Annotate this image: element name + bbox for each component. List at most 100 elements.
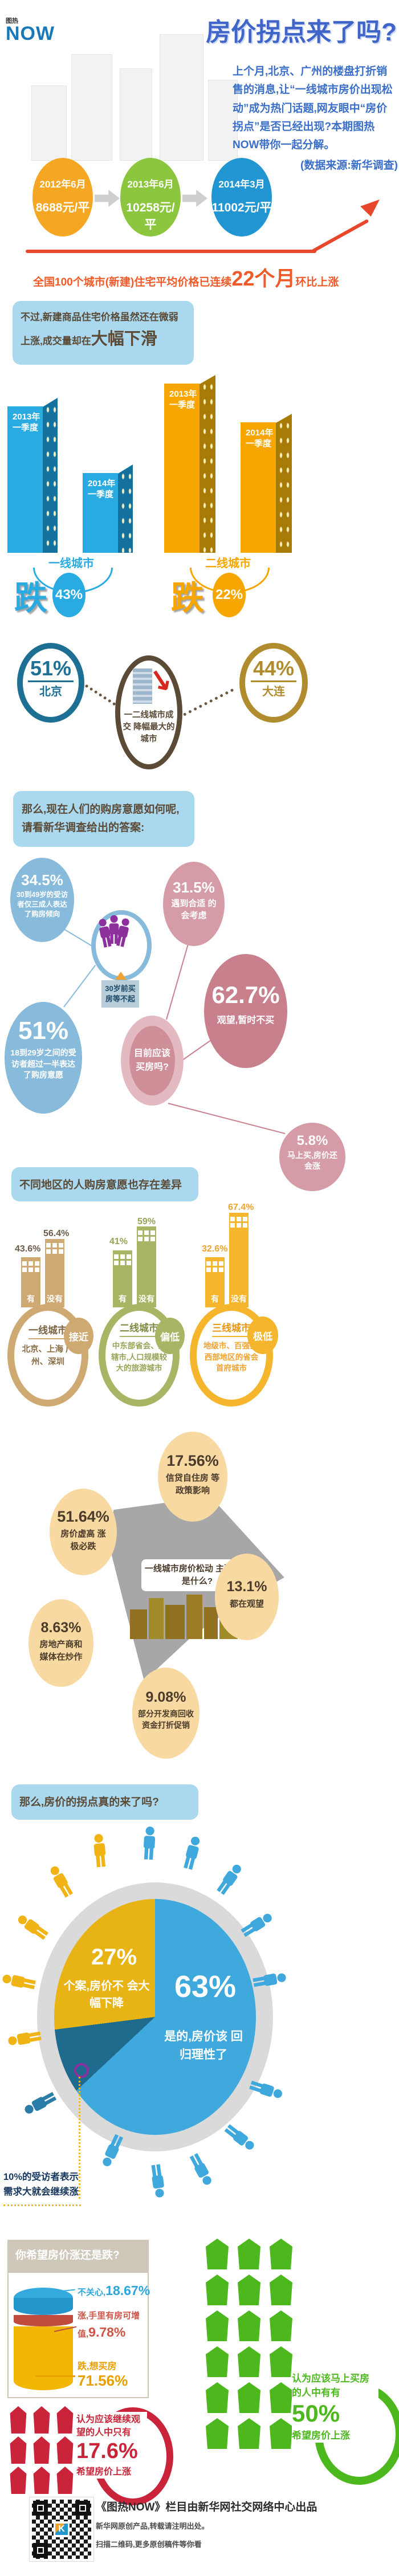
observe-note: 认为应该继续观望的人中只有 17.6% 希望房价上涨 — [76, 2412, 147, 2479]
drop-cities-ring: ↘ 一二线城市成交 降幅最大的城市 — [115, 655, 182, 769]
pie-no-text: 个案,房价不 会大幅下降 — [63, 1980, 150, 2010]
house-icon — [33, 2406, 50, 2434]
house-icon — [238, 2310, 260, 2341]
beijing-percent: 51% — [27, 657, 74, 682]
person-icon — [140, 1826, 159, 1860]
tier1-no-percent: 56.4% — [43, 1229, 70, 1238]
tier1-badge: 接近 — [64, 1318, 93, 1354]
timeline-price: 10258元/平 — [126, 201, 175, 231]
house-icon — [270, 2239, 292, 2269]
person-icon — [90, 1833, 110, 1868]
legend-value: 18.67% — [105, 2283, 150, 2298]
reason-text: 房价虚高 涨极必跌 — [60, 1529, 106, 1551]
house-icon — [206, 2418, 229, 2449]
qr-code: K — [29, 2497, 94, 2562]
logo-top-label: 图热 — [6, 18, 18, 25]
cylinder-yellow-body — [14, 2326, 73, 2390]
reason-131: 13.1% 都在观望 — [215, 1554, 279, 1640]
bubble-percent: 31.5% — [173, 879, 215, 896]
drop-cities-note: 一二线城市成交 降幅最大的城市 — [123, 711, 175, 744]
tier1-yes-percent: 43.6% — [15, 1244, 41, 1254]
slice-marker-icon — [74, 2063, 89, 2078]
price-circle-2012: 2012年6月 8688元/平 — [32, 158, 93, 237]
legend-label: 涨,手里有房可增值, — [78, 2311, 140, 2339]
dotted-connector — [182, 688, 234, 716]
trend-line — [26, 250, 316, 253]
price-circle-2013: 2013年6月 10258元/平 — [120, 158, 181, 237]
person-icon — [14, 1910, 51, 1943]
timeline-date: 2012年6月 — [39, 179, 86, 190]
down-arrow-icon: ↘ — [144, 662, 176, 700]
tier3-yes-bar: 有 — [205, 1257, 225, 1307]
timeline-date: 2014年3月 — [218, 179, 265, 190]
bar-label: 2014年一季度 — [88, 479, 116, 499]
tier3-yes-percent: 32.6% — [202, 1244, 228, 1254]
no-label: 没有 — [47, 1294, 63, 1303]
house-icon — [238, 2275, 260, 2305]
tier2-no-bar: 没有 — [137, 1226, 156, 1307]
reason-percent: 51.64% — [57, 1508, 109, 1525]
yes-label: 有 — [27, 1294, 35, 1303]
reason-863: 8.63% 房地产商和 媒体在炒作 — [28, 1599, 93, 1687]
windows-icon — [21, 1261, 40, 1272]
volume-lead: 不过,新建商品住宅价格虽然还在微弱上涨,成交量却在 — [21, 312, 178, 347]
rise-note-suffix: 环比上涨 — [295, 276, 339, 288]
person-icon — [7, 2027, 42, 2050]
tier1-name: 一线城市 — [28, 1322, 67, 1339]
bubble-text: 马上买,房价还会涨 — [287, 1151, 337, 1171]
windows-icon — [205, 1261, 225, 1272]
person-icon — [180, 1835, 205, 1871]
tier2-badge: 偏低 — [155, 1318, 185, 1354]
person-icon — [147, 2163, 169, 2199]
house-icon — [238, 2382, 260, 2413]
windows-icon — [137, 1230, 156, 1241]
timeline-date: 2013年6月 — [127, 179, 174, 190]
arrow-right-icon — [95, 189, 120, 207]
volume-lead-big: 大幅下滑 — [91, 330, 157, 349]
yes-label: 有 — [119, 1294, 127, 1303]
bar-2014-tier1: 2014年一季度 — [83, 473, 118, 553]
pie-yes-text: 是的,房价该 回归理性了 — [164, 2030, 243, 2061]
fall-character: 跌 — [14, 580, 48, 617]
person-icon — [213, 1861, 246, 1898]
building-icon — [133, 669, 152, 704]
house-icon — [238, 2418, 260, 2449]
rise-note-prefix: 全国100个城市(新建)住宅平均价格已连续 — [33, 276, 232, 288]
tier2-yes-bar: 有 — [113, 1250, 132, 1307]
pie-other-note: 10%的受访者表示 需求大就会继续涨 — [3, 2172, 79, 2197]
house-icon — [33, 2467, 50, 2494]
expectation-header: 你希望房价涨还是跌? — [7, 2240, 149, 2272]
reason-1756: 17.56% 信贷自住房 等政策影响 — [158, 1432, 227, 1522]
tier1-yes-bar: 有 — [21, 1257, 40, 1307]
tier2-drop-percent: 22% — [213, 573, 246, 617]
dotted-leader-v — [79, 2077, 80, 2199]
bar-2013-tier2: 2013年一季度 — [164, 384, 199, 553]
triangle-up-icon — [115, 972, 127, 980]
tier3-no-percent: 67.4% — [228, 1203, 254, 1212]
beijing-ring: 51% 北京 — [17, 643, 84, 723]
connector-line — [180, 1038, 213, 1062]
legend-neutral: 不关心,18.67% — [78, 2283, 150, 2298]
reason-text: 都在观望 — [229, 1599, 264, 1609]
cylinder-red-band — [14, 2315, 73, 2326]
house-icon — [270, 2310, 292, 2341]
bubble-text: 30到49岁的受访者仅三成人表达了购房倾向 — [16, 891, 68, 918]
intro-paragraph: 上个月,北京、广州的楼盘打折销售的消息,让“一线城市房价出现松动”成为热门话题,… — [233, 66, 393, 152]
bar-side — [43, 398, 58, 553]
bar-2013-tier1: 2013年一季度 — [7, 406, 43, 553]
cylinder-blue-band — [14, 2298, 73, 2315]
reason-percent: 17.56% — [166, 1452, 219, 1469]
bubble-51: 51% 18到29岁之间的受访者超过一半表达了购房意愿 — [5, 1002, 82, 1114]
bubble-315: 31.5% 遇到合适 的会考虑 — [163, 862, 225, 946]
tier3-badge: 极低 — [247, 1316, 278, 1354]
timeline-price: 8688元/平 — [35, 201, 90, 214]
no-label: 没有 — [231, 1294, 247, 1303]
survey-intro-box: 那么,现在人们的购房意愿如何呢,请看新华调查给出的答案: — [13, 791, 194, 847]
legend-label: 跌,想买房 — [78, 2362, 117, 2371]
house-icon — [56, 2406, 74, 2434]
windows-icon — [113, 1254, 132, 1265]
red-houses-grid — [8, 2406, 75, 2494]
bar-label: 2013年一季度 — [169, 389, 197, 410]
intro-text: 上个月,北京、广州的楼盘打折销售的消息,让“一线城市房价出现松动”成为热门话题,… — [233, 63, 398, 176]
